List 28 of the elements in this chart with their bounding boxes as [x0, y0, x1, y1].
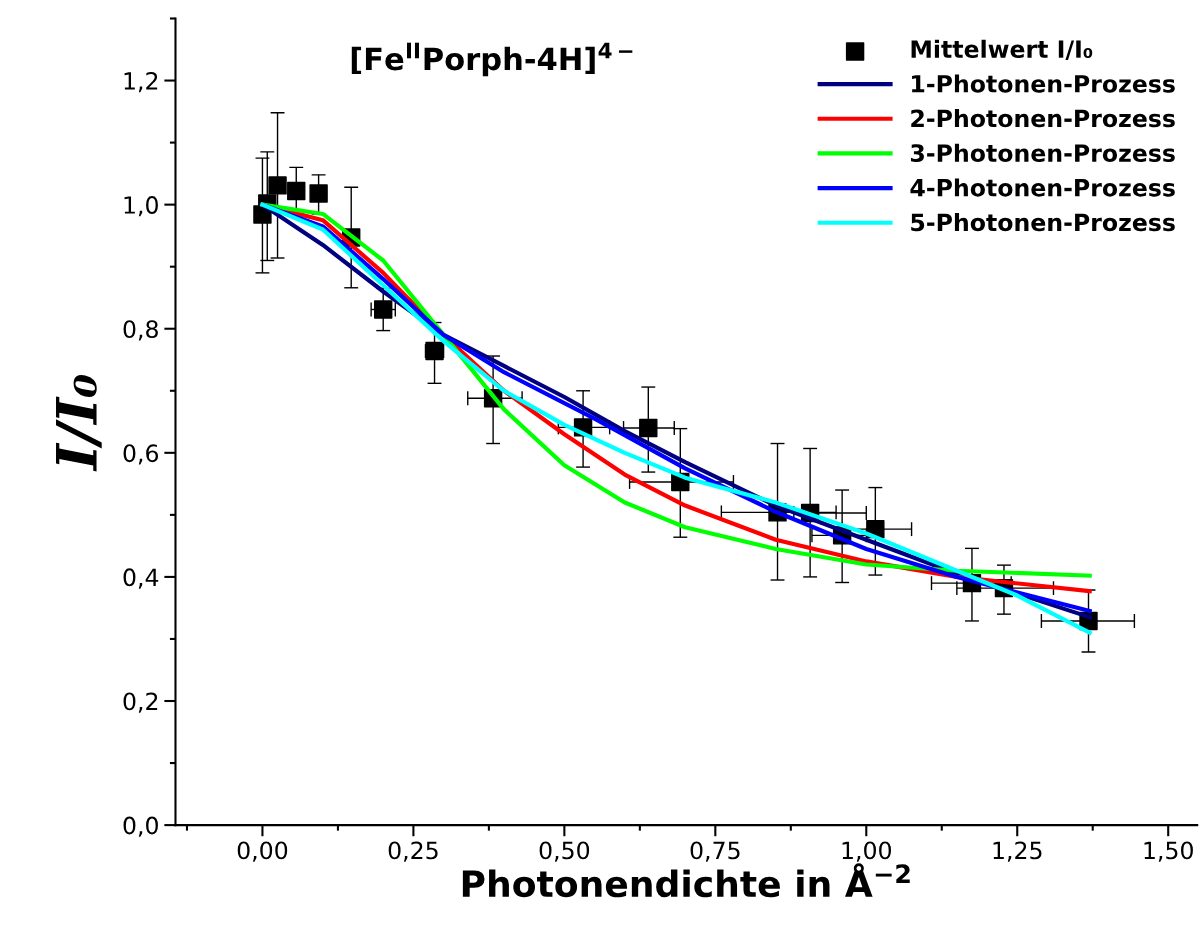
x-tick-label: 0,75 — [690, 841, 740, 862]
x-axis-title: Photonendichte in Å$^{−2}$ — [462, 863, 910, 898]
y-tick-label: 0,0 — [123, 816, 158, 837]
x-tick-label: 1,00 — [842, 841, 892, 862]
x-tick-label: 1,50 — [1144, 841, 1193, 862]
legend-label: 4-Photonen-Prozess — [910, 178, 1175, 197]
y-axis-title: I/I₀ — [56, 374, 102, 472]
point — [374, 300, 393, 319]
x-tick-label: 0,25 — [388, 841, 438, 862]
y-tick-label: 0,4 — [123, 568, 159, 589]
legend-label: 2-Photonen-Prozess — [911, 109, 1175, 128]
legend-label: 3-Photonen-Prozess — [910, 143, 1175, 162]
y-tick-label: 0,8 — [123, 320, 158, 341]
legend-label: Mittelwert I/I₀ — [911, 39, 1093, 60]
y-tick-label: 0,6 — [123, 444, 159, 465]
point — [268, 176, 287, 195]
y-tick-label: 1,2 — [124, 71, 158, 93]
x-tick-label: 1,25 — [993, 841, 1042, 862]
point — [309, 184, 328, 203]
point — [639, 418, 658, 438]
x-tick-label: 0,00 — [237, 841, 288, 862]
y-tick-label: 1,0 — [124, 196, 158, 217]
x-tick-label: 0,50 — [539, 841, 590, 862]
y-tick-label: 0,2 — [123, 692, 158, 713]
point — [287, 181, 306, 201]
text: [Fe$^{II}$Porph-4H]$^{4−}$ — [351, 42, 633, 77]
legend-label: 5-Photonen-Prozess — [911, 213, 1175, 232]
legend-label: 1-Photonen-Prozess — [912, 74, 1175, 93]
